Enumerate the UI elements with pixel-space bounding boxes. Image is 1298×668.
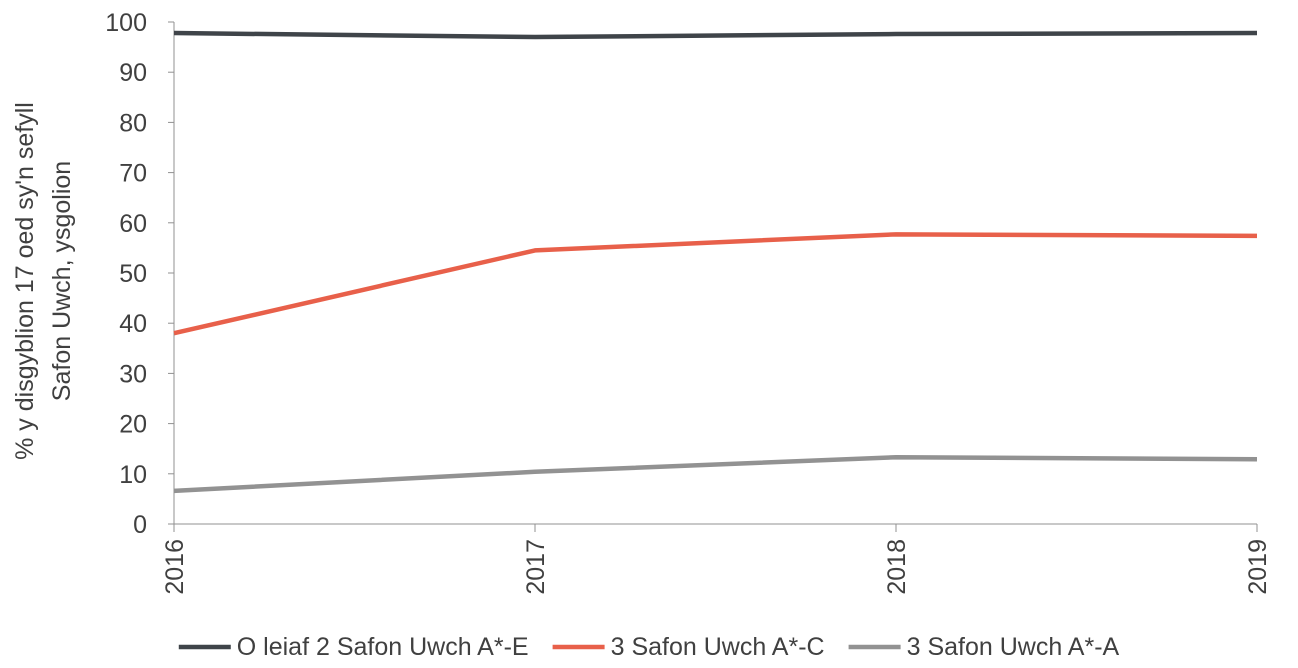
y-tick-label: 80 xyxy=(119,109,147,137)
y-tick-label: 90 xyxy=(119,59,147,87)
x-tick-label: 2016 xyxy=(161,539,189,595)
x-axis: 2016 2017 2018 2019 xyxy=(161,523,1272,595)
legend-label: 3 Safon Uwch A*-C xyxy=(611,633,825,661)
legend-label: 3 Safon Uwch A*-A xyxy=(907,633,1120,661)
y-tick-label: 10 xyxy=(119,461,147,489)
series-line-3 xyxy=(173,454,1258,494)
y-axis-label-line-2: Safon Uwch, ysgolion xyxy=(48,161,76,401)
y-axis-label: % y disgyblion 17 oed sy'n sefyll Safon … xyxy=(11,102,76,460)
y-tick-label: 100 xyxy=(105,9,147,37)
legend-item: O leiaf 2 Safon Uwch A*-E xyxy=(178,633,529,661)
series-lines xyxy=(173,30,1258,494)
legend-label: O leiaf 2 Safon Uwch A*-E xyxy=(237,633,529,661)
x-tick-label: 2018 xyxy=(883,539,911,595)
series-line-1 xyxy=(173,30,1258,40)
y-tick-label: 30 xyxy=(119,360,147,388)
legend-item: 3 Safon Uwch A*-C xyxy=(552,633,825,661)
x-tick-label: 2017 xyxy=(522,539,550,595)
legend-item: 3 Safon Uwch A*-A xyxy=(848,633,1120,661)
y-tick-label: 60 xyxy=(119,210,147,238)
y-tick-label: 50 xyxy=(119,260,147,288)
series-line-2 xyxy=(173,232,1258,336)
y-tick-label: 0 xyxy=(133,511,147,539)
x-tick-label: 2019 xyxy=(1244,539,1272,595)
y-axis: 0 10 20 30 40 50 60 70 80 90 100 xyxy=(105,9,175,539)
y-tick-label: 70 xyxy=(119,160,147,188)
y-tick-label: 20 xyxy=(119,411,147,439)
y-axis-label-line-1: % y disgyblion 17 oed sy'n sefyll xyxy=(11,102,39,460)
y-tick-label: 40 xyxy=(119,310,147,338)
legend: O leiaf 2 Safon Uwch A*-E 3 Safon Uwch A*… xyxy=(178,633,1120,661)
